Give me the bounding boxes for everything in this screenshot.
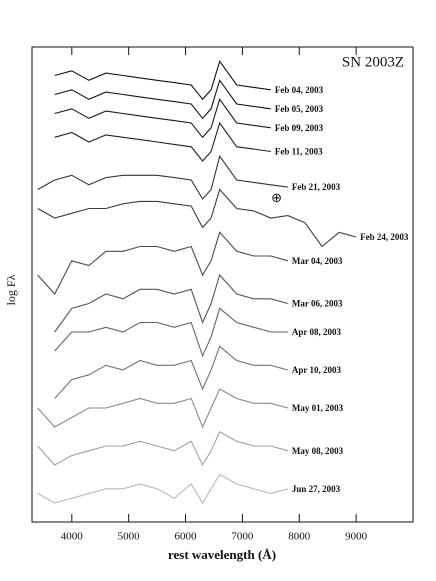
spectrum-label: Feb 21, 2003 [292,182,341,192]
x-tick-label: 9000 [345,531,368,543]
spectrum-label: Apr 08, 2003 [292,327,342,337]
x-tick-label: 6000 [175,531,198,543]
spectrum-label: Feb 04, 2003 [275,85,324,95]
x-axis-label: rest wavelength (Å) [168,547,276,562]
spectrum-label: Mar 06, 2003 [292,299,343,309]
plot-frame [31,46,414,523]
spectrum-label: May 01, 2003 [292,403,344,413]
spectrum-label: Jun 27, 2003 [292,484,341,494]
x-tick-label: 5000 [118,531,141,543]
spectrum-line [37,388,289,429]
x-tick-label: 7000 [231,531,254,543]
spectrum-line [54,79,271,120]
spectrum-label: Feb 11, 2003 [275,147,323,157]
spectrum-line [54,273,289,333]
spectrum-line [54,307,288,358]
spectrum-line [54,345,289,399]
spectrum-line [37,155,288,200]
spectrum-label: Feb 05, 2003 [275,104,324,114]
spectrum-line [37,431,289,467]
y-axis-label: log Fλ [4,274,18,305]
x-tick-label: 8000 [288,531,311,543]
spectrum-label: Feb 24, 2003 [360,232,409,242]
x-tick-label: 4000 [61,531,84,543]
spectrum-line [37,473,289,505]
spectrum-line [37,231,289,295]
spectrum-line [54,121,271,162]
chart-title: SN 2003Z [342,54,404,70]
spectrum-line [54,60,271,101]
spectrum-label: Apr 10, 2003 [292,365,342,375]
spectrum-label: May 08, 2003 [292,446,344,456]
annotation: ⊕ [271,190,282,205]
spectrum-line [54,98,271,139]
spectrum-label: Mar 04, 2003 [292,256,343,266]
spectrum-label: Feb 09, 2003 [275,123,324,133]
spectrum-line [37,188,357,248]
